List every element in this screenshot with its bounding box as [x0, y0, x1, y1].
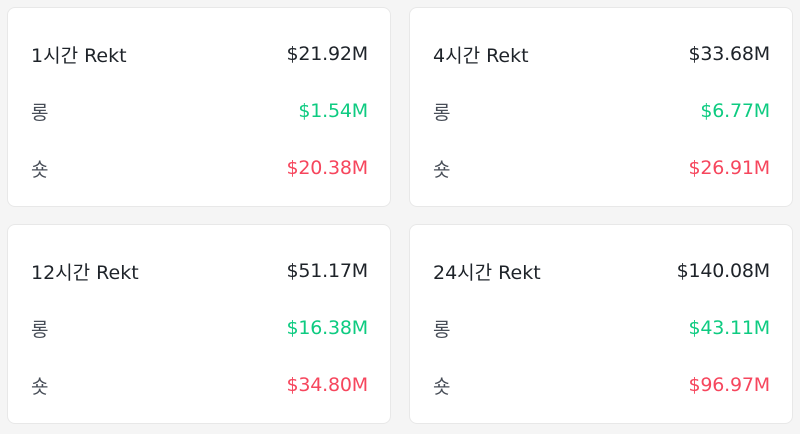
short-label: 숏	[433, 375, 451, 398]
rekt-card-12h: 12시간 Rekt $51.17M 롱 $16.38M 숏 $34.80M	[7, 224, 391, 424]
short-label: 숏	[31, 158, 49, 181]
rekt-long-row: 롱 $43.11M	[433, 314, 770, 342]
rekt-card-24h: 24시간 Rekt $140.08M 롱 $43.11M 숏 $96.97M	[409, 224, 793, 424]
rekt-total-row: 4시간 Rekt $33.68M	[433, 40, 770, 68]
rekt-period-title: 24시간 Rekt	[433, 261, 541, 284]
rekt-total-row: 1시간 Rekt $21.92M	[31, 40, 368, 68]
rekt-short-row: 숏 $20.38M	[31, 154, 368, 182]
rekt-total-value: $51.17M	[286, 260, 369, 282]
rekt-short-row: 숏 $34.80M	[31, 371, 368, 399]
rekt-card-4h: 4시간 Rekt $33.68M 롱 $6.77M 숏 $26.91M	[409, 7, 793, 207]
rekt-period-title: 4시간 Rekt	[433, 44, 529, 67]
rekt-long-row: 롱 $1.54M	[31, 97, 368, 125]
rekt-total-row: 12시간 Rekt $51.17M	[31, 257, 368, 285]
rekt-total-value: $140.08M	[676, 260, 771, 282]
rekt-long-row: 롱 $16.38M	[31, 314, 368, 342]
long-value: $16.38M	[286, 317, 369, 339]
rekt-short-row: 숏 $96.97M	[433, 371, 770, 399]
short-value: $26.91M	[688, 157, 771, 179]
rekt-period-title: 12시간 Rekt	[31, 261, 139, 284]
rekt-period-title: 1시간 Rekt	[31, 44, 127, 67]
rekt-long-row: 롱 $6.77M	[433, 97, 770, 125]
long-value: $6.77M	[700, 100, 770, 122]
short-label: 숏	[31, 375, 49, 398]
rekt-card-1h: 1시간 Rekt $21.92M 롱 $1.54M 숏 $20.38M	[7, 7, 391, 207]
short-value: $20.38M	[286, 157, 369, 179]
long-label: 롱	[433, 101, 451, 124]
short-label: 숏	[433, 158, 451, 181]
short-value: $34.80M	[286, 374, 369, 396]
long-label: 롱	[31, 318, 49, 341]
rekt-short-row: 숏 $26.91M	[433, 154, 770, 182]
long-value: $43.11M	[688, 317, 771, 339]
rekt-total-value: $21.92M	[286, 43, 369, 65]
short-value: $96.97M	[688, 374, 771, 396]
long-value: $1.54M	[298, 100, 368, 122]
rekt-total-value: $33.68M	[688, 43, 771, 65]
long-label: 롱	[31, 101, 49, 124]
rekt-total-row: 24시간 Rekt $140.08M	[433, 257, 770, 285]
long-label: 롱	[433, 318, 451, 341]
